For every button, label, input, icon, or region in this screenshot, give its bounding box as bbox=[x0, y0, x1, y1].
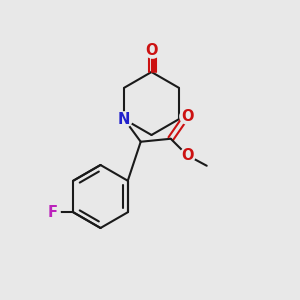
Text: O: O bbox=[181, 148, 194, 163]
Text: O: O bbox=[181, 109, 194, 124]
Text: N: N bbox=[118, 112, 130, 127]
Text: O: O bbox=[145, 43, 158, 58]
Text: F: F bbox=[47, 205, 57, 220]
